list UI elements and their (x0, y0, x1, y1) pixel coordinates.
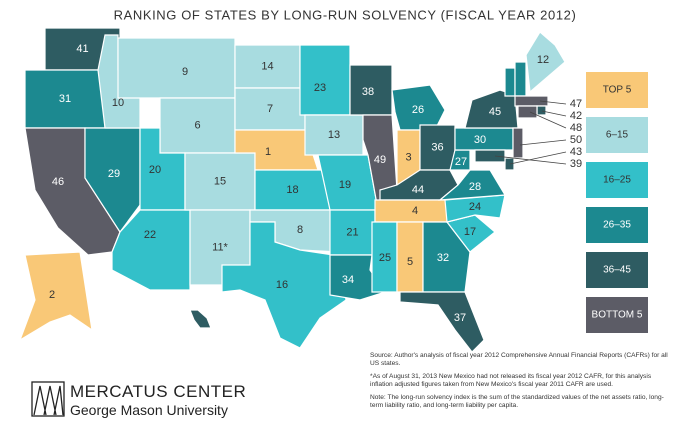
state (399, 291, 485, 353)
state (18, 251, 93, 342)
state-rank: 47 (570, 98, 582, 110)
state (504, 157, 515, 171)
state-rank: 29 (108, 168, 120, 180)
legend-label: 16–25 (603, 175, 631, 186)
state-rank: 24 (469, 201, 481, 213)
callout-line (541, 110, 567, 117)
state-rank: 35 (494, 52, 506, 64)
state (117, 37, 236, 99)
logo-icon (31, 381, 65, 417)
state-rank: 1 (265, 146, 271, 158)
state (299, 44, 351, 116)
state-rank: 7 (267, 103, 273, 115)
legend-swatch (586, 252, 648, 288)
legend-swatch (586, 72, 648, 108)
state-rank: 17 (464, 226, 476, 238)
state-rank: 39 (570, 158, 582, 170)
legend-label: 6–15 (606, 130, 629, 141)
state-rank: 12 (537, 54, 549, 66)
state-rank: 45 (489, 106, 501, 118)
state-rank: 44 (412, 184, 424, 196)
legend-label: 26–35 (603, 220, 631, 231)
title: RANKING OF STATES BY LONG-RUN SOLVENCY (… (114, 7, 577, 22)
state-rank: 33 (514, 44, 526, 56)
callout-line (539, 100, 567, 105)
state-rank: 2 (49, 289, 55, 301)
state (111, 209, 191, 291)
state (438, 169, 507, 201)
notes: Source: Author's analysis of fiscal year… (370, 352, 670, 414)
state-rank: 4 (412, 205, 418, 217)
state-rank: 46 (52, 176, 64, 188)
state (189, 309, 212, 329)
callout-line (529, 111, 567, 129)
note: Source: Author's analysis of fiscal year… (370, 352, 668, 368)
state-rank: 9 (182, 66, 188, 78)
legend-label: 36–45 (603, 265, 631, 276)
state-rank: 26 (412, 104, 424, 116)
logo-name: MERCATUS CENTER (70, 382, 247, 401)
state-rank: 6 (194, 119, 200, 131)
state-rank: 30 (474, 134, 486, 146)
state-rank: 40 (176, 304, 188, 316)
state-rank: 11* (212, 241, 228, 253)
legend-label: TOP 5 (603, 85, 632, 96)
note: Note: The long-run solvency index is the… (370, 393, 664, 410)
state-rank: 31 (59, 93, 71, 105)
state-rank: 5 (407, 256, 413, 268)
callout-line (509, 151, 567, 165)
state-rank: 34 (342, 274, 354, 286)
note: *As of August 31, 2013 New Mexico had no… (370, 372, 652, 389)
state-rank: 42 (570, 110, 582, 122)
state-rank: 19 (339, 179, 351, 191)
state-rank: 10 (112, 97, 124, 109)
state-rank: 28 (469, 181, 481, 193)
state (514, 61, 527, 97)
state (422, 221, 471, 293)
state (474, 149, 506, 163)
state-rank: 25 (379, 252, 391, 264)
state (536, 105, 547, 116)
legend-swatch (586, 162, 648, 198)
state (504, 67, 516, 97)
state (512, 127, 524, 159)
state-rank: 13 (328, 129, 340, 141)
callout-line (519, 139, 567, 146)
state (517, 105, 538, 119)
state (514, 95, 549, 107)
state-rank: 8 (297, 224, 303, 236)
logo-subtitle: George Mason University (70, 402, 228, 418)
state-rank: 21 (346, 226, 358, 238)
state-rank: 27 (455, 156, 467, 168)
state-rank: 14 (261, 60, 273, 72)
state-rank: 22 (144, 229, 156, 241)
state (525, 31, 566, 94)
state-rank: 43 (570, 146, 582, 158)
state-rank: 32 (437, 252, 449, 264)
legend-swatch (586, 207, 648, 243)
state-rank: 38 (362, 86, 374, 98)
state-rank: 50 (570, 134, 582, 146)
state-rank: 15 (214, 175, 226, 187)
state-rank: 48 (570, 122, 582, 134)
state-rank: 3 (405, 151, 411, 163)
state-rank: 41 (76, 43, 88, 55)
state-rank: 36 (431, 141, 443, 153)
state-rank: 37 (454, 312, 466, 324)
legend-swatch (586, 297, 648, 333)
state-rank: 23 (314, 82, 326, 94)
state-rank: 18 (286, 184, 298, 196)
legend-swatch (586, 117, 648, 153)
state-rank: 16 (276, 279, 288, 291)
state-rank: 20 (149, 164, 161, 176)
callout-line (494, 155, 567, 165)
legend-label: BOTTOM 5 (592, 310, 643, 321)
state-rank: 49 (374, 154, 386, 166)
state (221, 221, 347, 349)
